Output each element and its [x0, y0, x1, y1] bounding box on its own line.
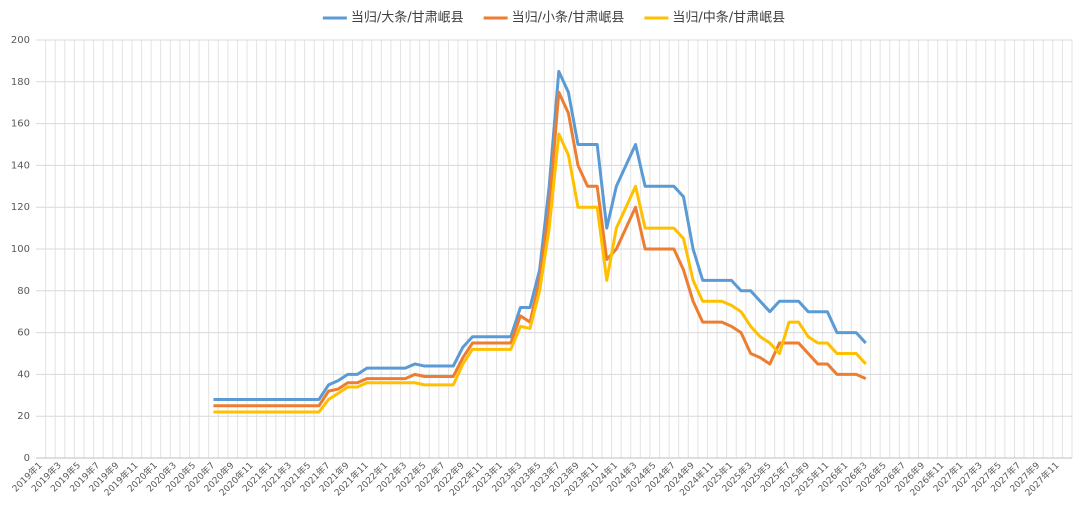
- y-tick-label: 160: [11, 119, 30, 130]
- y-tick-label: 100: [11, 244, 30, 255]
- y-tick-label: 200: [11, 35, 30, 46]
- y-tick-label: 20: [17, 411, 30, 422]
- legend-label: 当归/中条/甘肃岷县: [672, 10, 785, 26]
- legend-label: 当归/小条/甘肃岷县: [512, 10, 625, 26]
- legend-label: 当归/大条/甘肃岷县: [351, 10, 464, 26]
- y-tick-label: 0: [24, 453, 30, 464]
- series-line: [213, 90, 867, 408]
- y-tick-label: 60: [17, 328, 30, 339]
- y-tick-label: 140: [11, 160, 30, 171]
- series-line: [213, 132, 867, 414]
- y-tick-label: 180: [11, 77, 30, 88]
- y-tick-label: 80: [17, 286, 30, 297]
- series-line: [213, 69, 867, 401]
- y-tick-label: 120: [11, 202, 30, 213]
- y-tick-label: 40: [17, 369, 30, 380]
